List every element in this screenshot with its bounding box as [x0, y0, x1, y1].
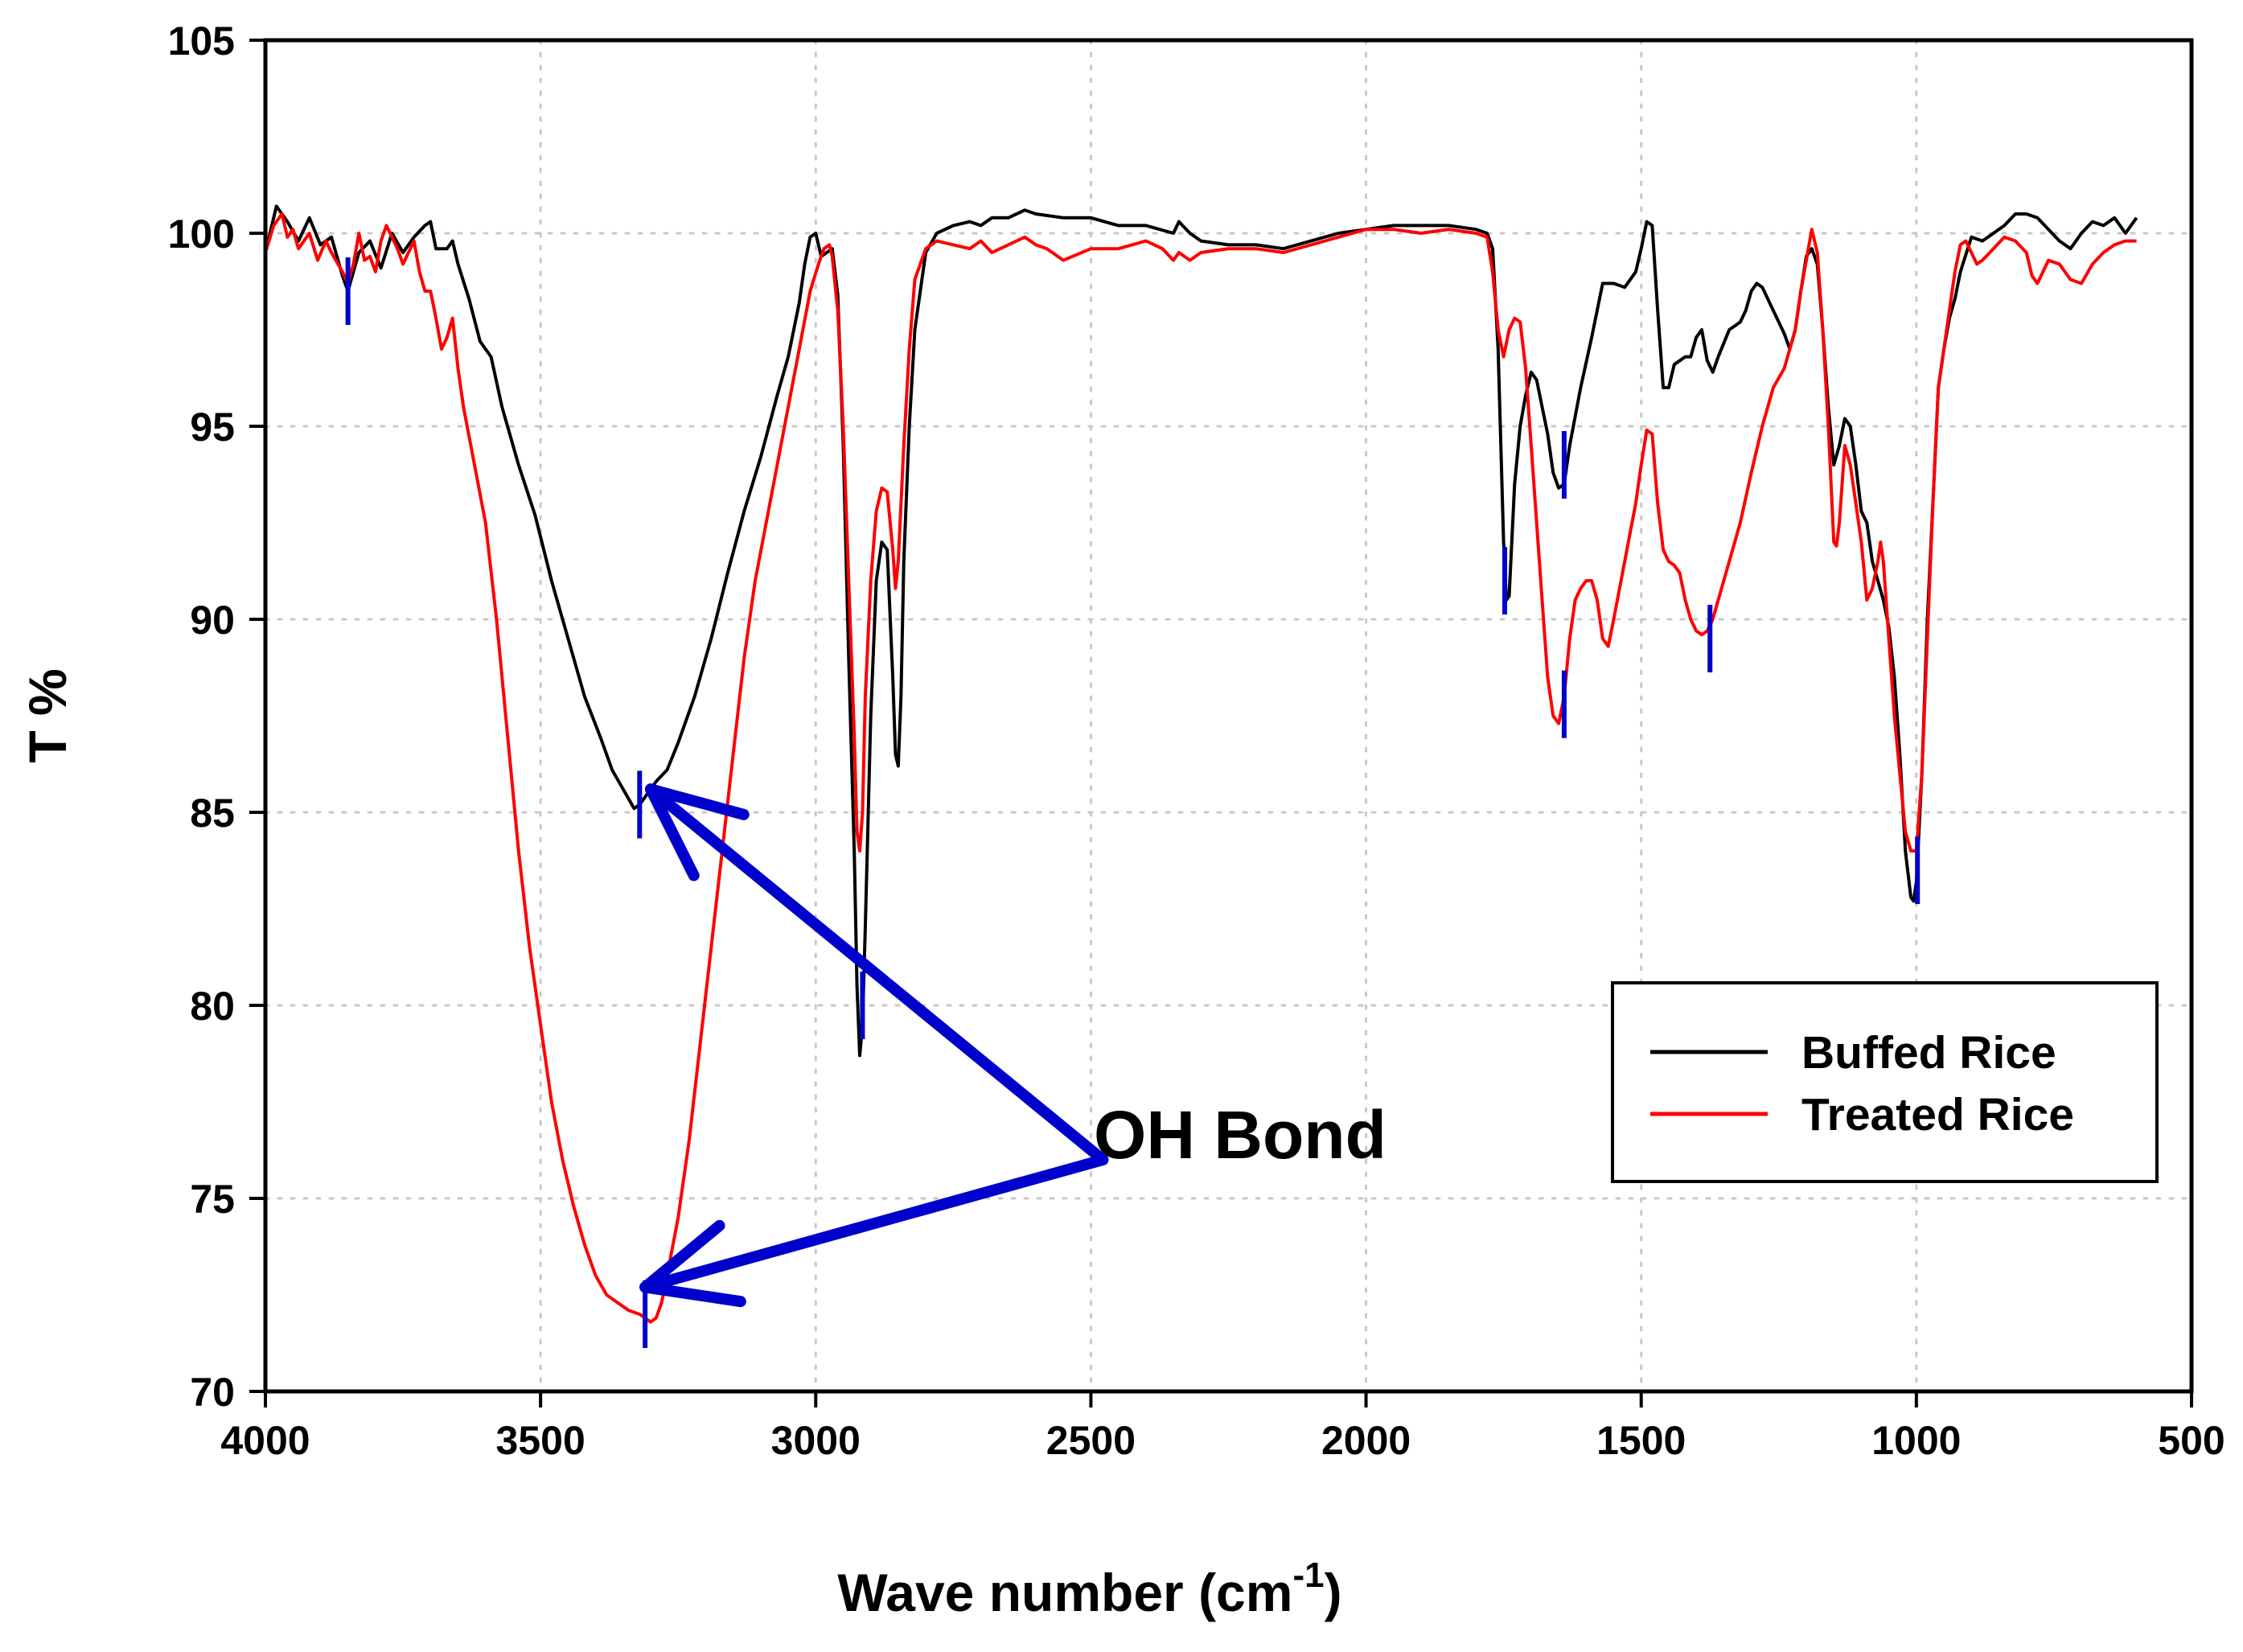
x-tick-label: 3000 [771, 1418, 861, 1463]
x-tick-label: 2000 [1321, 1418, 1411, 1463]
annotation-arrow-head [639, 1219, 725, 1293]
legend: Buffed Rice Treated Rice [1611, 981, 2159, 1183]
y-tick-label: 90 [190, 598, 235, 643]
y-tick-label: 80 [190, 984, 235, 1029]
x-tick-label: 1500 [1596, 1418, 1686, 1463]
y-tick-label: 85 [190, 791, 235, 836]
legend-label-treated: Treated Rice [1801, 1089, 2074, 1140]
x-tick-label: 3500 [496, 1418, 585, 1463]
legend-box [1611, 981, 2159, 1183]
annotation-arrow-head [645, 783, 700, 881]
annotation-label: OH Bond [1094, 1097, 1386, 1173]
series-line-buffed-rice [264, 204, 2138, 1058]
annotation-arrow-shaft [639, 1154, 1109, 1293]
y-tick-label: 75 [190, 1177, 235, 1222]
oh-bond-annotation: OH Bond [639, 783, 1386, 1308]
annotation-arrow-head [645, 783, 750, 820]
x-axis-label-close: ) [1325, 1563, 1342, 1622]
x-tick-label: 1000 [1871, 1418, 1961, 1463]
x-axis-label: Wave number (cm-1) [837, 1555, 1341, 1622]
peak-markers [345, 257, 1921, 1348]
x-tick-label: 500 [2158, 1418, 2225, 1463]
grid-lines [264, 39, 2193, 1393]
x-tick-label: 2500 [1046, 1418, 1136, 1463]
legend-label-buffed: Buffed Rice [1801, 1027, 2056, 1079]
x-tick-label: 4000 [220, 1418, 310, 1463]
axis-ticks: 4000 3500 3000 2500 2000 1500 1000 500 70 75 80 85 9… [168, 18, 2225, 1463]
y-tick-label: 70 [190, 1370, 235, 1415]
annotation-arrow-shaft [645, 783, 1109, 1165]
x-axis-label-sup: -1 [1292, 1555, 1324, 1595]
y-tick-label: 100 [168, 212, 235, 257]
series-line-treated-rice [264, 212, 2137, 1324]
x-axis-label-main: Wave number (cm [837, 1563, 1292, 1622]
annotation-arrow-head [639, 1281, 746, 1308]
series-lines [264, 204, 2138, 1324]
y-tick-label: 95 [190, 405, 235, 450]
y-axis-label: T % [18, 668, 77, 762]
plot-frame [263, 38, 2194, 1394]
y-tick-label: 105 [168, 18, 235, 64]
